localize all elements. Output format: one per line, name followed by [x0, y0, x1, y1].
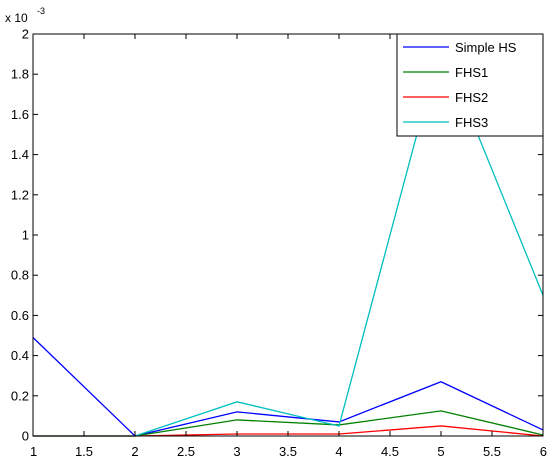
y-exponent-power: -3	[37, 6, 45, 16]
y-tick-label: 0.6	[11, 308, 29, 323]
legend-label: FHS2	[455, 90, 488, 105]
legend-label: FHS1	[455, 65, 488, 80]
series-line-simple-hs	[32, 337, 544, 437]
y-exponent: x 10 -3	[5, 6, 45, 25]
y-tick-label: 2	[22, 27, 29, 42]
x-tick-label: 4	[335, 444, 342, 459]
y-tick-label: 1.2	[11, 187, 29, 202]
x-tick-label: 4.5	[381, 444, 399, 459]
legend-label: FHS3	[455, 115, 488, 130]
y-tick-label: 0	[22, 429, 29, 444]
x-tick-label: 3.5	[279, 444, 297, 459]
x-tick-label: 5	[437, 444, 444, 459]
y-tick-label: 0.4	[11, 348, 29, 363]
legend: Simple HS FHS1 FHS2 FHS3	[396, 33, 544, 137]
x-tick-label: 5.5	[483, 444, 501, 459]
y-tick-label: 0.8	[11, 268, 29, 283]
x-tick-label: 2	[131, 444, 138, 459]
x-tick-label: 2.5	[177, 444, 195, 459]
y-tick-label: 1.8	[11, 67, 29, 82]
y-tick-label: 1.4	[11, 147, 29, 162]
x-tick-label: 1	[30, 444, 37, 459]
legend-box	[396, 33, 544, 137]
y-tick-label: 1.6	[11, 107, 29, 122]
y-tick-label: 0.2	[11, 388, 29, 403]
x-tick-label: 6	[540, 444, 547, 459]
legend-label: Simple HS	[455, 40, 517, 55]
x-tick-label: 3	[233, 444, 240, 459]
axes-layer: 1 1.5 2 2.5 3 3.5 4 4.5 5 5.5 6 0 0.2 0.4 0.6 0.8 1 1.2 1.…	[11, 27, 547, 460]
y-tick-label: 1	[22, 228, 29, 243]
y-exponent-base: x 10	[5, 11, 28, 25]
x-tick-label: 1.5	[75, 444, 93, 459]
